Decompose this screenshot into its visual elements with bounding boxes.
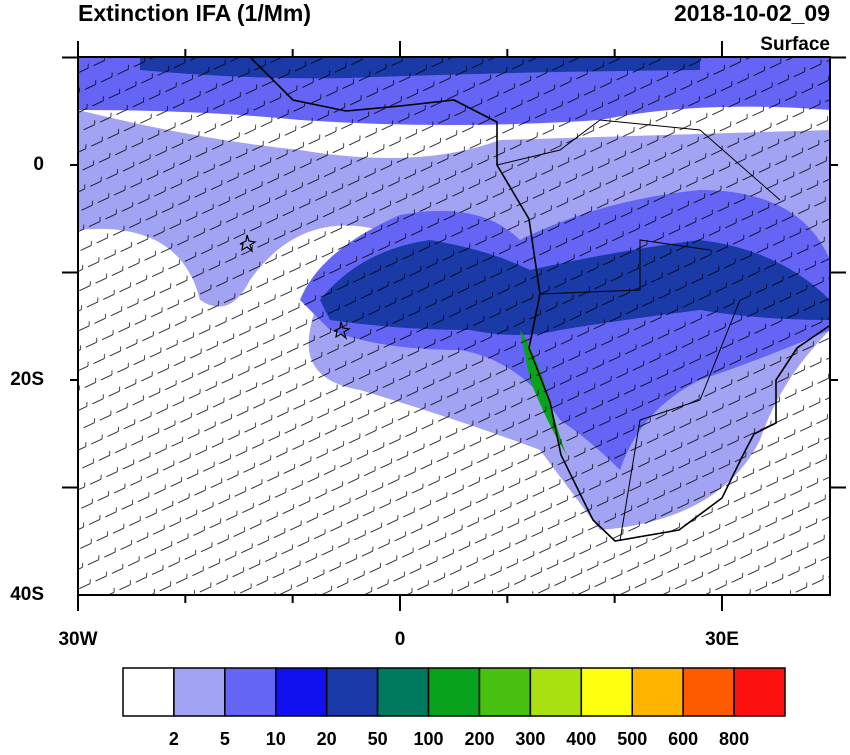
lat-label: 40S (10, 584, 44, 605)
coastline (249, 57, 830, 542)
site-markers (239, 234, 351, 340)
lon-label: 0 (395, 629, 406, 650)
colorbar-label: 600 (668, 729, 698, 749)
colorbar-box (122, 667, 175, 717)
colorbar-label: 500 (617, 729, 647, 749)
lon-label: 30E (705, 629, 739, 650)
wind-barbs (78, 57, 830, 595)
colorbar-label: 50 (368, 729, 388, 749)
colorbar-box (275, 667, 328, 717)
colorbar-box (529, 667, 583, 717)
map-area (78, 57, 830, 595)
colorbar-label: 300 (515, 729, 545, 749)
colorbar-box (173, 667, 226, 717)
colorbar-label: 20 (317, 729, 337, 749)
colorbar-box (427, 667, 481, 717)
colorbar-label: 5 (220, 729, 230, 749)
colorbar-box (682, 667, 735, 717)
colorbar-label: 10 (266, 729, 286, 749)
tick-group: 0 20S 40S 30W 0 30E (10, 41, 846, 650)
colorbar-box (733, 667, 786, 717)
colorbar-box (224, 667, 277, 717)
lon-label: 30W (58, 629, 97, 650)
colorbar-box (325, 667, 379, 717)
lat-label: 20S (10, 369, 44, 390)
colorbar-box (478, 667, 532, 717)
colorbar: 2 5 10 20 50 100 200 300 400 500 600 800 (122, 667, 786, 749)
borders (496, 119, 781, 542)
colorbar-label: 400 (566, 729, 596, 749)
colorbar-label: 100 (414, 729, 444, 749)
colorbar-label: 800 (719, 729, 749, 749)
map-level: Surface (760, 34, 830, 55)
map-frame (77, 56, 831, 596)
map-title: Extinction IFA (1/Mm) (78, 0, 311, 26)
map-time: 2018-10-02_09 (674, 0, 830, 26)
colorbar-label: 200 (464, 729, 494, 749)
colorbar-box (631, 667, 684, 717)
colorbar-box (376, 667, 430, 717)
lat-label: 0 (33, 154, 44, 175)
colorbar-box (580, 667, 633, 717)
colorbar-label: 2 (169, 729, 179, 749)
